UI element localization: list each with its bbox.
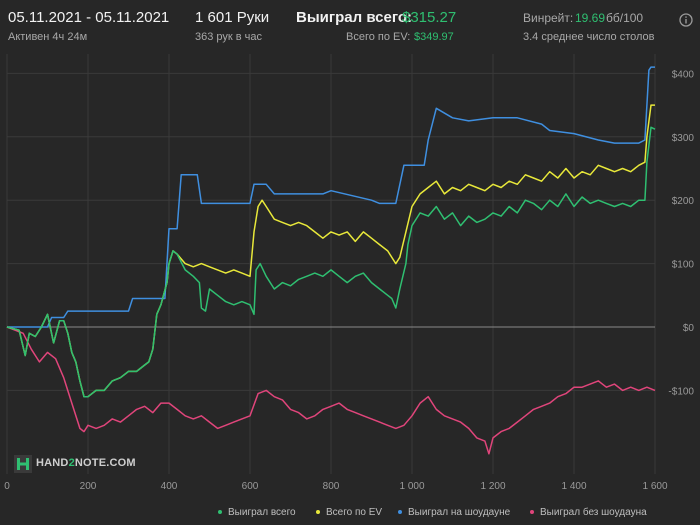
avg-tables: 3.4 среднее число столов [523, 31, 655, 43]
series-layer [6, 66, 656, 455]
legend-item-won[interactable]: Выиграл всего [218, 507, 296, 518]
y-tick-label: $0 [683, 323, 695, 334]
x-tick-label: 1 400 [561, 481, 586, 492]
x-tick-label: 1 200 [480, 481, 505, 492]
hands-count: 1 601 Руки [195, 9, 270, 26]
x-tick-label: 400 [161, 481, 178, 492]
axis-labels: 0 200 400 600 800 1 000 1 200 1 400 1 600 -$100 $0… [4, 69, 694, 492]
legend: Выиграл всего Всего по EV Выиграл на шоу… [0, 504, 700, 522]
hand2note-logo-icon [14, 455, 32, 473]
winrate-label: Винрейт: [523, 11, 574, 25]
hands-per-hour: 363 рук в час [195, 31, 263, 43]
legend-item-showdown[interactable]: Выиграл на шоудауне [398, 507, 510, 518]
winrate-unit: бб/100 [606, 11, 644, 25]
series-line-non-showdown [6, 326, 656, 455]
x-tick-label: 600 [242, 481, 259, 492]
legend-item-ev[interactable]: Всего по EV [316, 507, 382, 518]
winrate-value: 19.69 [575, 11, 606, 25]
y-tick-label: -$100 [668, 386, 694, 397]
stats-header: 05.11.2021 - 05.11.2021 Активен 4ч 24м 1… [0, 0, 700, 48]
y-tick-label: $100 [672, 260, 695, 271]
series-line-won [6, 126, 656, 398]
profit-graph: 0 200 400 600 800 1 000 1 200 1 400 1 600 -$100 $0… [4, 54, 694, 492]
grid [6, 54, 656, 474]
ev-total-value: $349.97 [414, 31, 454, 43]
y-tick-label: $400 [672, 69, 695, 80]
x-tick-label: 200 [80, 481, 97, 492]
x-tick-label: 1 600 [642, 481, 667, 492]
x-tick-label: 0 [4, 481, 10, 492]
logo-text: HAND2NOTE.COM [36, 457, 136, 469]
info-icon[interactable] [679, 13, 693, 27]
date-range: 05.11.2021 - 05.11.2021 [8, 9, 170, 26]
x-tick-label: 1 000 [399, 481, 424, 492]
series-line-showdown [7, 66, 655, 328]
won-total-value: $315.27 [402, 9, 457, 26]
y-tick-label: $300 [672, 133, 695, 144]
active-time: Активен 4ч 24м [8, 31, 88, 43]
won-total-label: Выиграл всего: [296, 9, 413, 26]
legend-item-non-showdown[interactable]: Выиграл без шоудауна [530, 507, 647, 518]
ev-total-label: Всего по EV: [346, 31, 411, 43]
y-tick-label: $200 [672, 196, 695, 207]
x-tick-label: 800 [323, 481, 340, 492]
